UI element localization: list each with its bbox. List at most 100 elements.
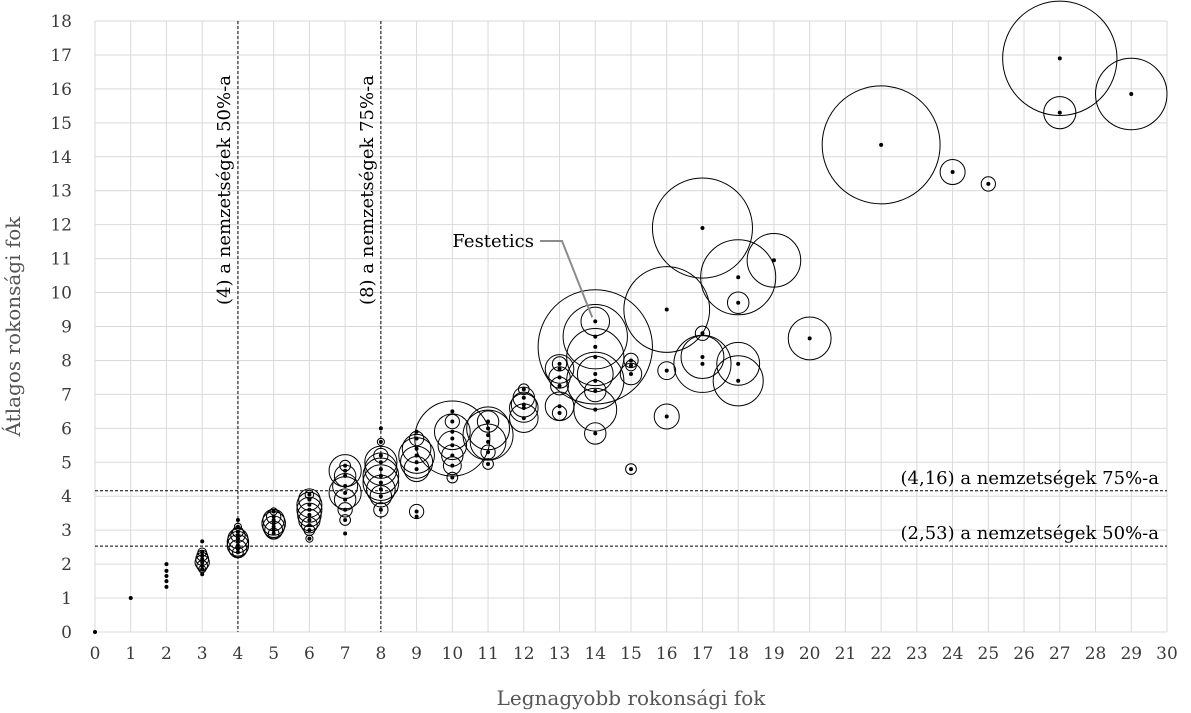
reference-label-horizontal: (4,16) a nemzetségek 75%-a	[901, 468, 1160, 489]
data-point	[164, 584, 169, 589]
x-tick-label: 7	[340, 644, 351, 664]
data-point	[343, 517, 348, 522]
data-point	[414, 509, 419, 514]
y-tick-label: 18	[50, 12, 72, 32]
data-bubble	[366, 474, 396, 505]
x-tick-label: 30	[1156, 644, 1178, 664]
data-point	[414, 514, 419, 519]
data-bubble	[746, 233, 802, 288]
data-point	[414, 460, 419, 465]
data-point	[307, 507, 312, 512]
data-point	[378, 426, 383, 431]
data-point	[521, 395, 526, 400]
reference-lines	[95, 21, 1167, 632]
data-point	[235, 517, 240, 522]
data-point	[771, 258, 776, 263]
data-bubble	[716, 341, 761, 386]
annotation-label: Festetics	[452, 231, 534, 252]
data-point	[414, 467, 419, 472]
data-point	[986, 181, 991, 186]
y-tick-label: 2	[61, 555, 72, 575]
data-point	[593, 344, 598, 349]
data-point	[521, 416, 526, 421]
data-bubble	[653, 403, 680, 430]
data-bubble	[625, 359, 637, 372]
x-axis-title: Legnagyobb rokonsági fok	[497, 686, 767, 710]
y-tick-label: 1	[61, 589, 72, 609]
y-tick-label: 16	[50, 80, 72, 100]
data-bubble	[673, 334, 732, 393]
data-bubble	[939, 159, 966, 186]
data-bubble	[262, 515, 285, 538]
data-point	[664, 368, 669, 373]
data-bubble	[403, 456, 430, 483]
data-bubble	[305, 534, 314, 543]
data-point	[343, 463, 348, 468]
data-point	[378, 439, 383, 444]
data-bubble	[226, 534, 250, 557]
x-tick-label: 8	[375, 644, 386, 664]
data-bubble	[619, 362, 643, 386]
y-tick-label: 0	[61, 623, 72, 643]
data-point	[378, 453, 383, 458]
data-bubble	[446, 471, 459, 484]
x-tick-label: 26	[1013, 644, 1035, 664]
data-point	[1129, 91, 1134, 96]
data-point	[629, 372, 633, 377]
data-point	[557, 366, 562, 371]
data-point	[593, 431, 598, 436]
data-point	[450, 409, 455, 414]
data-bubble	[700, 239, 777, 316]
data-bubble	[466, 406, 511, 451]
data-point	[378, 507, 383, 512]
data-point	[164, 573, 169, 578]
data-point	[307, 528, 312, 533]
data-point	[450, 475, 455, 480]
data-point	[307, 497, 312, 502]
data-bubble	[1002, 0, 1118, 117]
data-point	[521, 387, 526, 392]
data-point	[307, 536, 312, 541]
x-tick-label: 3	[197, 644, 208, 664]
data-bubble	[339, 514, 351, 526]
data-point	[200, 557, 205, 562]
data-point	[200, 567, 205, 572]
data-bubble	[364, 445, 398, 479]
data-point	[664, 307, 669, 312]
data-bubble	[544, 354, 575, 384]
annotation-leader-line	[540, 240, 594, 318]
data-bubble	[362, 464, 400, 502]
data-bubble	[400, 445, 434, 479]
data-point	[235, 550, 240, 555]
y-tick-label: 13	[50, 182, 72, 202]
y-tick-label: 14	[50, 148, 72, 168]
festetics-annotation: Festetics	[452, 231, 594, 318]
data-point	[343, 468, 348, 473]
data-point	[450, 443, 455, 448]
data-bubble	[509, 393, 539, 423]
data-point	[164, 579, 169, 584]
data-point	[593, 355, 598, 360]
data-point	[700, 331, 705, 336]
data-bubble	[550, 376, 569, 396]
data-bubble	[373, 502, 389, 518]
x-tick-label: 6	[304, 644, 315, 664]
y-axis-title: Átlagos rokonsági fok	[1, 216, 25, 438]
data-point	[593, 372, 598, 377]
y-tick-label: 9	[61, 318, 72, 338]
data-point	[950, 170, 955, 175]
data-bubble	[548, 366, 571, 389]
x-tick-label: 17	[692, 644, 714, 664]
x-tick-label: 14	[584, 644, 606, 664]
x-tick-label: 23	[906, 644, 928, 664]
data-point	[521, 405, 526, 410]
x-tick-label: 13	[549, 644, 571, 664]
reference-label-vertical: (4) a nemzetségek 50%-a	[214, 75, 235, 305]
reference-label-vertical: (8) a nemzetségek 75%-a	[357, 75, 378, 305]
data-point	[235, 543, 240, 548]
data-point	[307, 492, 312, 497]
data-points	[93, 0, 1168, 634]
data-point	[200, 539, 205, 544]
data-point	[1057, 56, 1062, 61]
data-point	[1057, 110, 1062, 115]
